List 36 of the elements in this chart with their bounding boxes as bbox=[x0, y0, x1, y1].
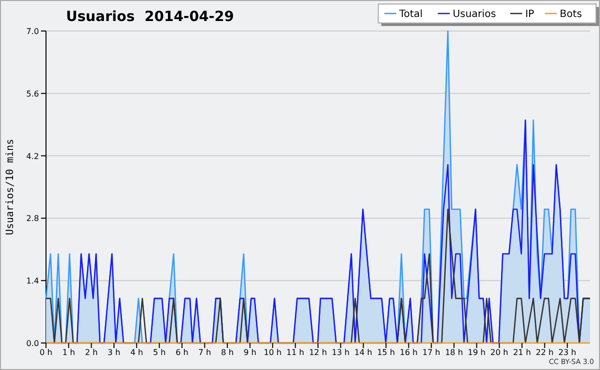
y-tick-label: 2.8 bbox=[26, 214, 39, 224]
x-tick-label: 22 h bbox=[536, 348, 554, 357]
x-tick-label: 21 h bbox=[513, 348, 531, 357]
legend-label: IP bbox=[525, 9, 534, 20]
x-tick-label: 19 h bbox=[468, 348, 486, 357]
x-tick-label: 17 h bbox=[422, 348, 440, 357]
y-tick-label: 7.0 bbox=[26, 27, 39, 36]
x-tick-label: 18 h bbox=[445, 348, 463, 357]
y-tick-label: 1.4 bbox=[26, 276, 39, 286]
legend-label: Total bbox=[398, 9, 423, 20]
x-tick-label: 11 h bbox=[286, 348, 304, 357]
x-tick-label: 13 h bbox=[332, 348, 350, 357]
x-tick-label: 14 h bbox=[354, 348, 372, 357]
legend-label: Usuarios bbox=[452, 9, 496, 20]
x-tick-label: 4 h bbox=[130, 348, 144, 357]
y-tick-label: 4.2 bbox=[26, 152, 39, 161]
x-tick-label: 3 h bbox=[108, 348, 120, 357]
x-tick-label: 5 h bbox=[152, 348, 166, 357]
x-tick-label: 8 h bbox=[220, 348, 234, 357]
x-tick-label: 20 h bbox=[490, 348, 508, 357]
x-tick-label: 0 h bbox=[40, 348, 52, 357]
x-tick-label: 23 h bbox=[558, 348, 576, 357]
chart-title: Usuarios 2014-04-29 bbox=[66, 9, 234, 25]
x-tick-label: 1 h bbox=[62, 348, 76, 357]
x-tick-label: 9 h bbox=[244, 348, 256, 357]
x-tick-label: 15 h bbox=[377, 348, 395, 357]
x-tick-label: 2 h bbox=[84, 348, 98, 357]
x-tick-label: 7 h bbox=[198, 348, 212, 357]
x-tick-label: 16 h bbox=[400, 348, 418, 357]
y-tick-label: 0.0 bbox=[26, 339, 39, 348]
x-tick-label: 12 h bbox=[309, 348, 327, 357]
x-tick-label: 6 h bbox=[176, 348, 188, 357]
x-tick-label: 10 h bbox=[264, 348, 282, 357]
legend-label: Bots bbox=[560, 9, 582, 20]
y-axis-title: Usuarios/10 mins bbox=[5, 138, 16, 236]
y-tick-label: 5.6 bbox=[26, 89, 39, 98]
